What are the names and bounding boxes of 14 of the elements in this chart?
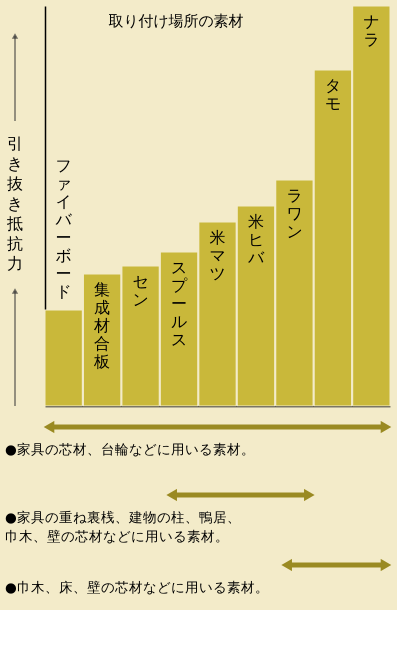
chart-title: 取り付け場所の素材	[108, 12, 244, 30]
x-tick-label: ファイバーボード	[54, 156, 73, 301]
text: ●家具の芯材、台輪などに用いる素材。	[5, 442, 255, 458]
x-tick-label: 集成材合板	[93, 280, 110, 371]
text: ●家具の重ね裏桟、建物の柱、鴨居、巾木、壁の芯材などに用いる素材。	[5, 510, 241, 545]
y-axis-title: 引き抜き抵抗力	[6, 134, 23, 273]
x-tick-label: ラワン	[286, 186, 302, 241]
text: ●巾木、床、壁の芯材などに用いる素材。	[5, 580, 269, 596]
x-tick-label: スプールス	[171, 258, 188, 349]
x-tick-label: タモ	[324, 76, 341, 113]
x-tick-label: セン	[132, 272, 149, 309]
x-tick-label: 米マツ	[210, 228, 226, 283]
x-tick-label: 米ヒバ	[246, 212, 265, 267]
x-tick-label: ナラ	[363, 12, 380, 49]
